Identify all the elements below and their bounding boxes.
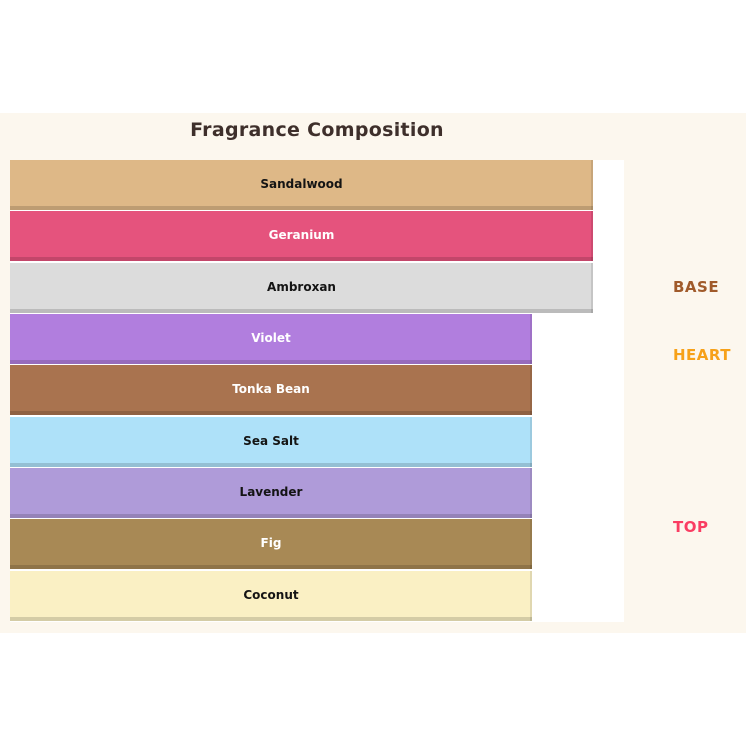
group-label-top: TOP xyxy=(673,518,709,536)
chart-title: Fragrance Composition xyxy=(190,119,444,141)
bar-coconut: Coconut xyxy=(10,571,532,621)
fragrance-composition-chart: Fragrance Composition Sandalwood Geranium… xyxy=(0,113,746,633)
bar-lavender: Lavender xyxy=(10,468,532,518)
group-label-heart: HEART xyxy=(673,346,732,364)
bar-label: Sea Salt xyxy=(243,434,299,448)
bar-tonka-bean: Tonka Bean xyxy=(10,365,532,415)
bar-label: Coconut xyxy=(243,588,299,602)
bar-geranium: Geranium xyxy=(10,211,593,261)
bar-label: Geranium xyxy=(268,228,335,242)
bar-sea-salt: Sea Salt xyxy=(10,417,532,467)
bar-ambroxan: Ambroxan xyxy=(10,263,593,313)
bar-label: Violet xyxy=(251,331,291,345)
bar-label: Sandalwood xyxy=(260,177,343,191)
group-label-base: BASE xyxy=(673,278,720,296)
bar-sandalwood: Sandalwood xyxy=(10,160,593,210)
bar-label: Fig xyxy=(260,536,282,550)
bar-fig: Fig xyxy=(10,519,532,569)
bar-label: Lavender xyxy=(239,485,303,499)
bar-label: Ambroxan xyxy=(267,280,336,294)
plot-area: Sandalwood Geranium Ambroxan Violet Tonka Be… xyxy=(10,160,624,622)
bar-label: Tonka Bean xyxy=(232,382,310,396)
bar-violet: Violet xyxy=(10,314,532,364)
